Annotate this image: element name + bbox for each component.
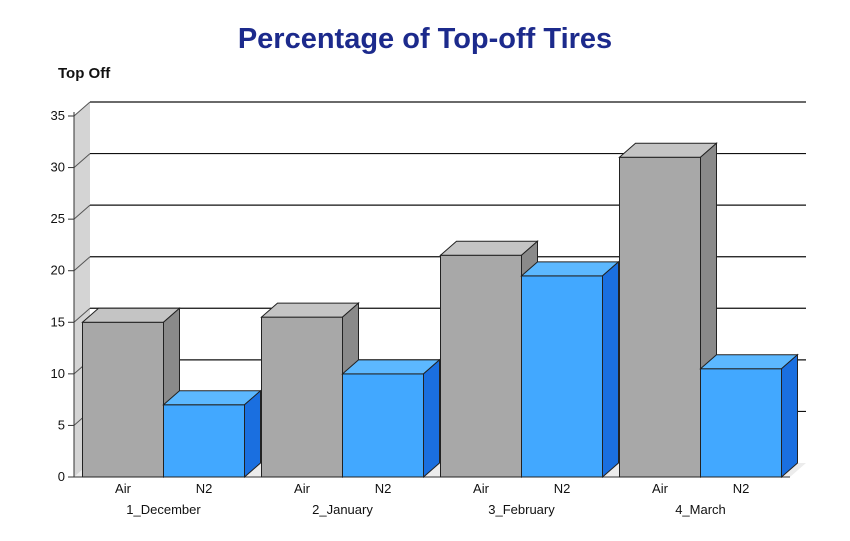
y-axis-label: Top Off bbox=[58, 65, 111, 82]
bar bbox=[521, 275, 603, 478]
category-label: 4_March bbox=[675, 502, 726, 517]
chart-title: Percentage of Top-off Tires bbox=[238, 23, 612, 55]
gridline-diagonal bbox=[73, 256, 91, 272]
bars bbox=[81, 142, 799, 479]
bar bbox=[342, 373, 424, 478]
category-label: 3_February bbox=[488, 502, 555, 517]
bar-top bbox=[162, 390, 262, 406]
y-tick-label: 30 bbox=[51, 160, 65, 175]
y-tick-label: 5 bbox=[58, 417, 65, 432]
series-label: N2 bbox=[733, 481, 750, 496]
gridline-diagonal bbox=[73, 307, 91, 323]
bar-top bbox=[520, 261, 620, 277]
y-tick-label: 20 bbox=[51, 263, 65, 278]
bar-top bbox=[260, 302, 360, 318]
bar-side bbox=[244, 389, 261, 479]
gridline-diagonal bbox=[73, 101, 91, 117]
bar bbox=[82, 321, 164, 478]
gridline-diagonal bbox=[73, 204, 91, 220]
bar bbox=[700, 368, 782, 478]
y-tick-label: 15 bbox=[51, 314, 65, 329]
series-label: N2 bbox=[554, 481, 571, 496]
y-tick-label: 10 bbox=[51, 366, 65, 381]
y-tick-label: 0 bbox=[58, 469, 65, 484]
y-tick-label: 35 bbox=[51, 108, 65, 123]
bar-top bbox=[699, 354, 799, 370]
bar-top bbox=[439, 240, 539, 256]
series-label: Air bbox=[652, 481, 669, 496]
bar-top bbox=[341, 359, 441, 375]
bar bbox=[619, 156, 701, 478]
series-label: N2 bbox=[196, 481, 213, 496]
gridline-diagonal bbox=[73, 153, 91, 168]
series-label: N2 bbox=[375, 481, 392, 496]
bar bbox=[440, 254, 522, 478]
bar-side bbox=[781, 353, 798, 479]
series-label: Air bbox=[294, 481, 311, 496]
category-label: 1_December bbox=[126, 502, 201, 517]
y-tick-label: 25 bbox=[51, 211, 65, 226]
bar-side bbox=[602, 260, 619, 479]
bar bbox=[261, 316, 343, 478]
bar-side bbox=[423, 358, 440, 479]
bar-top bbox=[81, 307, 181, 323]
series-label: Air bbox=[115, 481, 132, 496]
bar-top bbox=[618, 142, 718, 158]
series-label: Air bbox=[473, 481, 490, 496]
category-label: 2_January bbox=[312, 502, 373, 517]
bar bbox=[163, 404, 245, 478]
